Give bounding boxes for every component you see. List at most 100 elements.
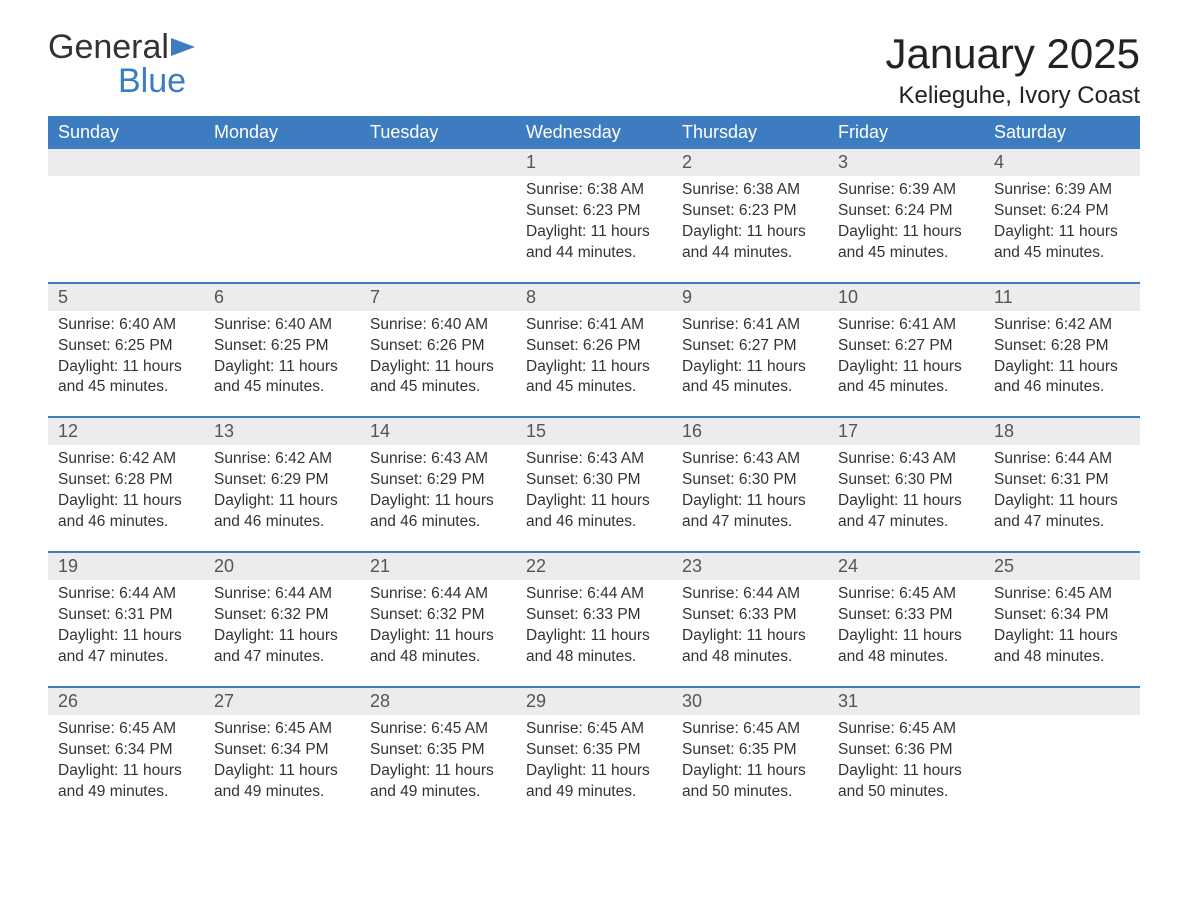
sunset-line: Sunset: 6:34 PM — [58, 740, 194, 761]
day-number: 23 — [672, 553, 828, 580]
day-details: Sunrise: 6:44 AMSunset: 6:33 PMDaylight:… — [516, 580, 672, 686]
sunset-line: Sunset: 6:35 PM — [526, 740, 662, 761]
location: Kelieguhe, Ivory Coast — [885, 82, 1140, 110]
daylight-line: Daylight: 11 hours and 46 minutes. — [214, 491, 350, 533]
sunset-line: Sunset: 6:34 PM — [994, 605, 1130, 626]
daylight-line: Daylight: 11 hours and 45 minutes. — [58, 357, 194, 399]
day-number: 7 — [360, 284, 516, 311]
sunset-line: Sunset: 6:36 PM — [838, 740, 974, 761]
day-number: 2 — [672, 149, 828, 176]
sunset-line: Sunset: 6:33 PM — [682, 605, 818, 626]
day-number: 24 — [828, 553, 984, 580]
sunrise-line: Sunrise: 6:39 AM — [838, 180, 974, 201]
sunrise-line: Sunrise: 6:45 AM — [682, 719, 818, 740]
day-header-row: SundayMondayTuesdayWednesdayThursdayFrid… — [48, 116, 1140, 149]
day-number: 19 — [48, 553, 204, 580]
daylight-line: Daylight: 11 hours and 50 minutes. — [838, 761, 974, 803]
daylight-line: Daylight: 11 hours and 45 minutes. — [526, 357, 662, 399]
daylight-line: Daylight: 11 hours and 45 minutes. — [214, 357, 350, 399]
day-number: 21 — [360, 553, 516, 580]
sunset-line: Sunset: 6:32 PM — [370, 605, 506, 626]
sunrise-line: Sunrise: 6:45 AM — [838, 584, 974, 605]
sunrise-line: Sunrise: 6:42 AM — [994, 315, 1130, 336]
page-header: General Blue January 2025 Kelieguhe, Ivo… — [48, 30, 1140, 110]
daylight-line: Daylight: 11 hours and 47 minutes. — [838, 491, 974, 533]
day-header-cell: Monday — [204, 116, 360, 149]
sunrise-line: Sunrise: 6:44 AM — [526, 584, 662, 605]
weeks-container: 1234Sunrise: 6:38 AMSunset: 6:23 PMDayli… — [48, 149, 1140, 820]
day-details: Sunrise: 6:39 AMSunset: 6:24 PMDaylight:… — [984, 176, 1140, 282]
daylight-line: Daylight: 11 hours and 48 minutes. — [526, 626, 662, 668]
logo-text-blue: Blue — [48, 62, 186, 100]
day-header-cell: Thursday — [672, 116, 828, 149]
day-details: Sunrise: 6:43 AMSunset: 6:29 PMDaylight:… — [360, 445, 516, 551]
day-number: 5 — [48, 284, 204, 311]
sunrise-line: Sunrise: 6:38 AM — [682, 180, 818, 201]
day-number: 1 — [516, 149, 672, 176]
calendar: SundayMondayTuesdayWednesdayThursdayFrid… — [48, 116, 1140, 820]
day-details: Sunrise: 6:45 AMSunset: 6:35 PMDaylight:… — [516, 715, 672, 821]
day-details: Sunrise: 6:38 AMSunset: 6:23 PMDaylight:… — [672, 176, 828, 282]
day-details: Sunrise: 6:44 AMSunset: 6:31 PMDaylight:… — [48, 580, 204, 686]
day-details: Sunrise: 6:44 AMSunset: 6:31 PMDaylight:… — [984, 445, 1140, 551]
sunset-line: Sunset: 6:34 PM — [214, 740, 350, 761]
day-details — [984, 715, 1140, 821]
daylight-line: Daylight: 11 hours and 48 minutes. — [994, 626, 1130, 668]
day-number: 12 — [48, 418, 204, 445]
sunrise-line: Sunrise: 6:44 AM — [370, 584, 506, 605]
day-details: Sunrise: 6:43 AMSunset: 6:30 PMDaylight:… — [516, 445, 672, 551]
day-number: 10 — [828, 284, 984, 311]
day-number: 25 — [984, 553, 1140, 580]
day-details: Sunrise: 6:45 AMSunset: 6:35 PMDaylight:… — [672, 715, 828, 821]
sunset-line: Sunset: 6:35 PM — [370, 740, 506, 761]
sunrise-line: Sunrise: 6:42 AM — [214, 449, 350, 470]
daylight-line: Daylight: 11 hours and 49 minutes. — [370, 761, 506, 803]
week-details-strip: Sunrise: 6:44 AMSunset: 6:31 PMDaylight:… — [48, 580, 1140, 686]
daylight-line: Daylight: 11 hours and 44 minutes. — [526, 222, 662, 264]
sunrise-line: Sunrise: 6:43 AM — [682, 449, 818, 470]
daylight-line: Daylight: 11 hours and 48 minutes. — [838, 626, 974, 668]
sunset-line: Sunset: 6:32 PM — [214, 605, 350, 626]
daylight-line: Daylight: 11 hours and 46 minutes. — [370, 491, 506, 533]
sunrise-line: Sunrise: 6:43 AM — [838, 449, 974, 470]
title-block: January 2025 Kelieguhe, Ivory Coast — [885, 30, 1140, 110]
sunset-line: Sunset: 6:23 PM — [526, 201, 662, 222]
sunset-line: Sunset: 6:30 PM — [526, 470, 662, 491]
day-details: Sunrise: 6:40 AMSunset: 6:26 PMDaylight:… — [360, 311, 516, 417]
sunrise-line: Sunrise: 6:44 AM — [682, 584, 818, 605]
sunrise-line: Sunrise: 6:41 AM — [682, 315, 818, 336]
sunset-line: Sunset: 6:26 PM — [526, 336, 662, 357]
logo-text: General Blue — [48, 30, 199, 98]
week-details-strip: Sunrise: 6:38 AM Sunset: 6:23 PMDaylight:… — [48, 176, 1140, 282]
sunset-line: Sunset: 6:28 PM — [994, 336, 1130, 357]
daylight-line: Daylight: 11 hours and 46 minutes. — [526, 491, 662, 533]
month-title: January 2025 — [885, 30, 1140, 78]
sunrise-line: Sunrise: 6:42 AM — [58, 449, 194, 470]
sunset-line: Sunset: 6:27 PM — [838, 336, 974, 357]
day-number — [360, 149, 516, 176]
sunrise-line: Sunrise: 6:40 AM — [58, 315, 194, 336]
day-number: 3 — [828, 149, 984, 176]
day-details: Sunrise: 6:42 AMSunset: 6:28 PMDaylight:… — [48, 445, 204, 551]
day-details: Sunrise: 6:43 AMSunset: 6:30 PMDaylight:… — [828, 445, 984, 551]
day-number: 20 — [204, 553, 360, 580]
day-details: Sunrise: 6:42 AMSunset: 6:28 PMDaylight:… — [984, 311, 1140, 417]
sunset-line: Sunset: 6:30 PM — [838, 470, 974, 491]
sunrise-line: Sunrise: 6:45 AM — [214, 719, 350, 740]
sunset-line: Sunset: 6:25 PM — [58, 336, 194, 357]
day-details: Sunrise: 6:41 AMSunset: 6:27 PMDaylight:… — [672, 311, 828, 417]
week-number-strip: 12131415161718 — [48, 416, 1140, 445]
day-number: 16 — [672, 418, 828, 445]
week-number-strip: 567891011 — [48, 282, 1140, 311]
week-details-strip: Sunrise: 6:40 AMSunset: 6:25 PMDaylight:… — [48, 311, 1140, 417]
day-details: Sunrise: 6:44 AMSunset: 6:32 PMDaylight:… — [204, 580, 360, 686]
week-number-strip: 19202122232425 — [48, 551, 1140, 580]
sunset-line: Sunset: 6:26 PM — [370, 336, 506, 357]
daylight-line: Daylight: 11 hours and 45 minutes. — [838, 357, 974, 399]
day-details: Sunrise: 6:41 AMSunset: 6:27 PMDaylight:… — [828, 311, 984, 417]
day-details: Sunrise: 6:44 AMSunset: 6:32 PMDaylight:… — [360, 580, 516, 686]
day-number — [984, 688, 1140, 715]
sunrise-line: Sunrise: 6:45 AM — [838, 719, 974, 740]
week-number-strip: 1234 — [48, 149, 1140, 176]
logo-flag-icon — [169, 30, 199, 64]
